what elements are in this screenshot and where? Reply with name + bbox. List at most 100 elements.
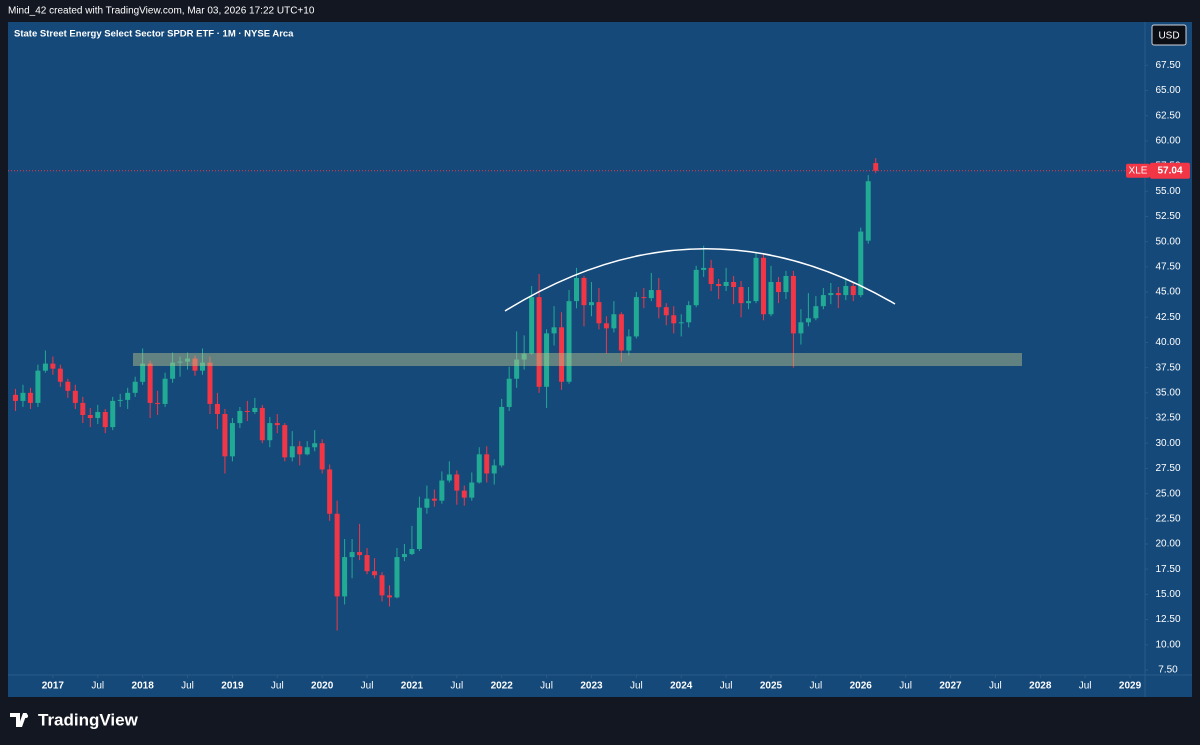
candle-body	[618, 314, 624, 351]
x-tick-label: Jul	[1079, 681, 1092, 692]
y-tick-label: 7.50	[1158, 665, 1178, 676]
candle-body	[35, 370, 41, 403]
last-price-box	[1150, 162, 1190, 179]
candle-body	[349, 552, 355, 558]
y-tick-label: 22.50	[1155, 513, 1180, 524]
x-tick-label: Jul	[989, 681, 1002, 692]
candle-body	[738, 287, 744, 304]
candle-body	[87, 415, 93, 419]
candle-body	[858, 231, 864, 296]
candle-body	[170, 362, 176, 379]
candle-body	[820, 295, 826, 307]
candle-body	[499, 406, 505, 466]
candle-body	[723, 281, 729, 287]
candle-body	[843, 286, 849, 296]
currency-box[interactable]	[1151, 24, 1187, 46]
candle-body	[259, 407, 265, 441]
candle-body	[132, 381, 138, 393]
candle-body	[65, 381, 71, 391]
candle-body	[521, 353, 527, 360]
candle-body	[626, 336, 632, 351]
y-tick-label: 65.00	[1155, 85, 1180, 96]
candle-body	[117, 399, 123, 401]
candle-body	[783, 275, 789, 293]
candle-body	[656, 290, 662, 308]
y-tick-label: 17.50	[1155, 564, 1180, 575]
candle-body	[57, 368, 63, 382]
x-tick-label: 2018	[132, 681, 155, 692]
y-tick-label: 15.00	[1155, 589, 1180, 600]
y-tick-label: 42.50	[1155, 312, 1180, 323]
candle-body	[334, 513, 340, 597]
candle-body	[446, 474, 452, 481]
candle-body	[761, 257, 767, 315]
candle-body	[476, 454, 482, 483]
candle-body	[401, 554, 407, 558]
candle-body	[835, 293, 841, 296]
candle-body	[439, 480, 445, 501]
candle-body	[319, 443, 325, 470]
candle-body	[798, 322, 804, 334]
candle-body	[229, 423, 235, 457]
candle-body	[716, 284, 722, 287]
candle-body	[162, 378, 168, 404]
candle-body	[102, 411, 108, 428]
candle-body	[147, 363, 153, 403]
candle-body	[27, 392, 33, 403]
candle-body	[850, 286, 856, 296]
candle-body	[289, 446, 295, 458]
candle-body	[386, 595, 392, 598]
candle-body	[192, 358, 198, 371]
candle-body	[72, 390, 78, 403]
x-tick-label: 2019	[221, 681, 244, 692]
candle-body	[588, 302, 594, 306]
candle-body	[559, 327, 565, 382]
candle-body	[813, 306, 819, 319]
support-zone	[133, 353, 1022, 366]
candle-body	[790, 275, 796, 334]
x-tick-label: Jul	[450, 681, 463, 692]
x-tick-label: 2029	[1119, 681, 1142, 692]
candle-body	[80, 402, 86, 416]
candle-body	[237, 410, 243, 424]
candle-body	[506, 378, 512, 407]
brand-logo	[10, 713, 28, 727]
candle-body	[581, 277, 587, 306]
x-tick-label: Jul	[720, 681, 733, 692]
candle-body	[865, 181, 871, 241]
candle-body	[484, 454, 490, 474]
rounding-arc	[504, 247, 896, 312]
x-tick-label: 2023	[580, 681, 603, 692]
x-tick-label: 2028	[1029, 681, 1052, 692]
chart-title: State Street Energy Select Sector SPDR E…	[14, 29, 294, 40]
candle-body	[678, 322, 684, 324]
candle-body	[244, 410, 250, 412]
y-tick-label: 50.00	[1155, 236, 1180, 247]
candle-body	[805, 318, 811, 323]
plot-area	[8, 158, 1145, 631]
candle-body	[252, 407, 258, 412]
candle-body	[566, 301, 572, 382]
y-tick-label: 55.00	[1155, 186, 1180, 197]
candle-body	[214, 403, 220, 415]
x-tick-label: 2022	[491, 681, 514, 692]
x-tick-label: Jul	[271, 681, 284, 692]
candle-body	[603, 323, 609, 329]
candle-body	[372, 571, 378, 576]
logo-dot	[24, 714, 28, 718]
candle-body	[536, 297, 542, 387]
candle-body	[461, 490, 467, 498]
y-tick-label: 62.50	[1155, 110, 1180, 121]
candle-body	[529, 297, 535, 354]
candle-body	[454, 474, 460, 491]
x-tick-label: 2024	[670, 681, 693, 692]
candle-body	[297, 446, 303, 455]
y-tick-label: 25.00	[1155, 488, 1180, 499]
candle-body	[671, 315, 677, 324]
x-tick-label: 2017	[42, 681, 65, 692]
candle-body	[282, 425, 288, 458]
candle-body	[686, 305, 692, 323]
candle-body	[641, 297, 647, 299]
candle-body	[312, 443, 318, 448]
candle-body	[177, 361, 183, 363]
